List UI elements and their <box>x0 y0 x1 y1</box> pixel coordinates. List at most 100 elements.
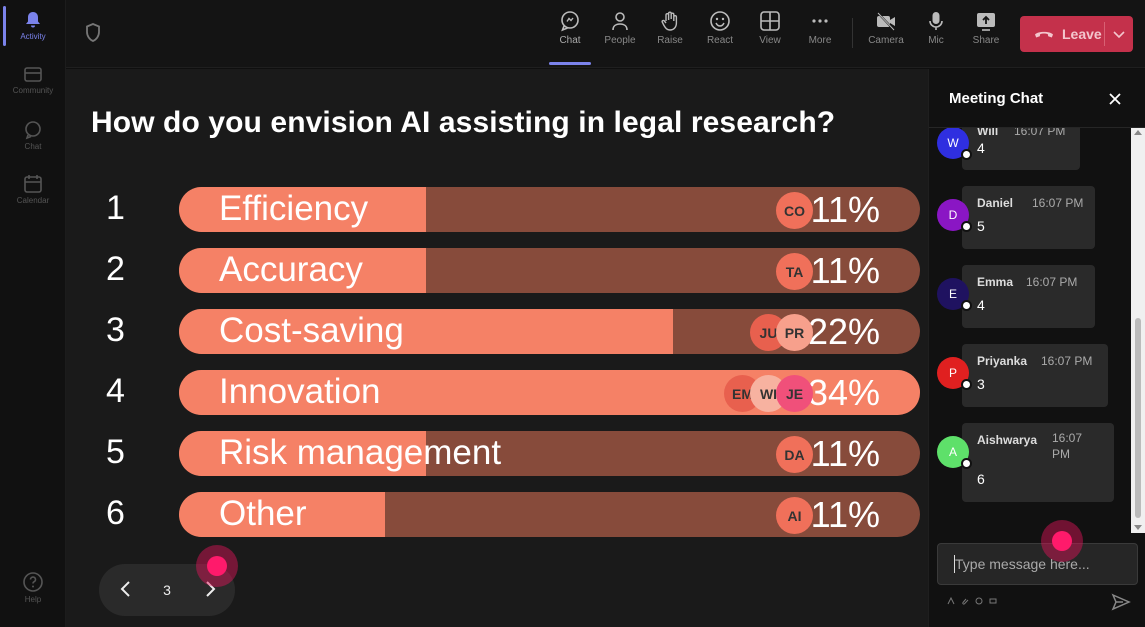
grid-icon <box>760 11 780 31</box>
chat-sender-name: Emma <box>977 275 1014 289</box>
click-highlight-dot <box>1041 520 1083 562</box>
presence-status-icon <box>961 458 972 469</box>
poll-option-row: 1 Efficiency 11% CO <box>66 187 928 233</box>
scroll-thumb[interactable] <box>1135 318 1141 518</box>
toolbar-people-button[interactable]: People <box>595 10 645 46</box>
option-number: 4 <box>106 372 125 410</box>
person-icon <box>612 12 628 31</box>
rail-item-help[interactable]: Help <box>0 571 66 604</box>
voter-avatar: DA <box>776 436 813 473</box>
format-text-icon[interactable] <box>947 597 955 605</box>
option-label: Other <box>219 494 307 533</box>
rail-label: Community <box>12 86 54 95</box>
chat-timestamp: 16:07 PM <box>1026 275 1078 289</box>
attach-icon[interactable] <box>961 597 969 605</box>
chat-avatar: A <box>937 436 972 469</box>
rail-label: Calendar <box>16 196 50 205</box>
chevron-right-icon[interactable] <box>199 578 221 600</box>
chat-timestamp: 16:07 PM <box>1032 196 1084 210</box>
result-bar-fill <box>179 187 426 232</box>
gif-icon[interactable] <box>989 597 997 605</box>
chat-message-text: 4 <box>977 140 985 156</box>
leave-separator <box>1104 22 1105 46</box>
chat-timestamp: 16:07 PM <box>1014 128 1066 138</box>
leave-label: Leave <box>1062 26 1102 42</box>
poll-option-row: 4 Innovation 34% EM WI JE <box>66 370 928 416</box>
toolbar-react-button[interactable]: React <box>695 10 745 46</box>
option-number: 6 <box>106 494 125 532</box>
send-icon[interactable] <box>1111 593 1131 611</box>
chat-message-text: 4 <box>977 297 985 313</box>
calendar-icon <box>24 175 42 193</box>
toolbar-camera-button[interactable]: Camera <box>861 10 911 46</box>
chat-icon <box>25 121 41 140</box>
voter-avatar: CO <box>776 192 813 229</box>
chat-sender-name: Will <box>977 128 999 138</box>
emoji-icon[interactable] <box>975 597 983 605</box>
share-screen-icon <box>977 13 995 31</box>
option-percentage: 11% <box>810 189 880 230</box>
toolbar-label: Share <box>972 35 1000 46</box>
active-tab-indicator <box>549 62 591 65</box>
chat-message[interactable]: Priyanka 16:07 PM 3 <box>962 344 1108 407</box>
option-number: 5 <box>106 433 125 471</box>
meeting-chat-panel: Meeting Chat Will 16:07 PM 4 W Daniel 16:07 P… <box>928 69 1145 627</box>
rail-item-activity[interactable]: Activity <box>0 10 66 41</box>
toolbar-label: Mic <box>928 35 944 46</box>
toolbar-label: View <box>759 35 781 46</box>
leave-button[interactable]: Leave <box>1020 16 1133 52</box>
presence-status-icon <box>961 300 972 311</box>
option-label: Accuracy <box>219 250 363 289</box>
chat-header-divider <box>929 127 1145 128</box>
result-bar-fill <box>179 248 426 293</box>
toolbar-share-button[interactable]: Share <box>961 10 1011 46</box>
hand-icon <box>661 11 678 31</box>
rail-label: Chat <box>24 142 42 151</box>
toolbar-label: People <box>604 35 636 46</box>
rail-item-community[interactable]: Community <box>0 66 66 95</box>
chat-message[interactable]: Will 16:07 PM 4 <box>962 128 1080 170</box>
chat-message[interactable]: Emma 16:07 PM 4 <box>962 265 1095 328</box>
app-rail: Activity Community Chat Calendar Help <box>0 0 66 627</box>
poll-stage: How do you envision AI assisting in lega… <box>66 69 928 627</box>
chevron-left-icon[interactable] <box>115 578 137 600</box>
scroll-up-arrow[interactable] <box>1134 130 1142 135</box>
chat-title: Meeting Chat <box>949 90 1044 107</box>
toolbar-more-button[interactable]: More <box>795 10 845 46</box>
poll-option-row: 6 Other 11% AI <box>66 492 928 538</box>
close-icon[interactable] <box>1107 91 1123 107</box>
help-icon <box>23 572 43 592</box>
rail-item-calendar[interactable]: Calendar <box>0 174 66 205</box>
option-label: Efficiency <box>219 189 369 228</box>
chat-scrollbar[interactable] <box>1131 128 1145 533</box>
chat-sender-name: Aishwarya <box>977 433 1038 447</box>
rail-label: Help <box>24 595 42 604</box>
rail-item-chat[interactable]: Chat <box>0 120 66 151</box>
chat-avatar: P <box>937 357 972 390</box>
page-number: 3 <box>163 582 171 598</box>
hang-up-icon <box>1035 31 1053 38</box>
toolbar-chat-button[interactable]: Chat <box>545 10 595 46</box>
toolbar-view-button[interactable]: View <box>745 10 795 46</box>
toolbar-label: Camera <box>868 35 904 46</box>
rail-label: Activity <box>20 32 46 41</box>
poll-option-row: 2 Accuracy 11% TA <box>66 248 928 294</box>
meeting-toolbar: Chat People Raise React View More Camera… <box>66 0 1145 68</box>
chat-message[interactable]: Daniel 16:07 PM 5 <box>962 186 1095 249</box>
toolbar-label: React <box>706 35 734 46</box>
chat-message-text: 5 <box>977 218 985 234</box>
toolbar-mic-button[interactable]: Mic <box>911 10 961 46</box>
toolbar-label: More <box>808 35 832 46</box>
scroll-down-arrow[interactable] <box>1134 525 1142 530</box>
chat-message[interactable]: Aishwarya 16:07 PM 6 <box>962 423 1114 502</box>
chevron-down-icon[interactable] <box>1112 27 1126 41</box>
toolbar-raise-button[interactable]: Raise <box>645 10 695 46</box>
result-bar-fill <box>179 431 426 476</box>
chat-message-input[interactable] <box>937 543 1138 585</box>
avatar-initial: D <box>948 208 958 222</box>
option-number: 1 <box>106 189 125 227</box>
voter-avatar: PR <box>776 314 813 351</box>
presence-status-icon <box>961 379 972 390</box>
chat-timestamp: 16:07 PM <box>1041 354 1093 368</box>
option-label: Innovation <box>219 372 381 411</box>
